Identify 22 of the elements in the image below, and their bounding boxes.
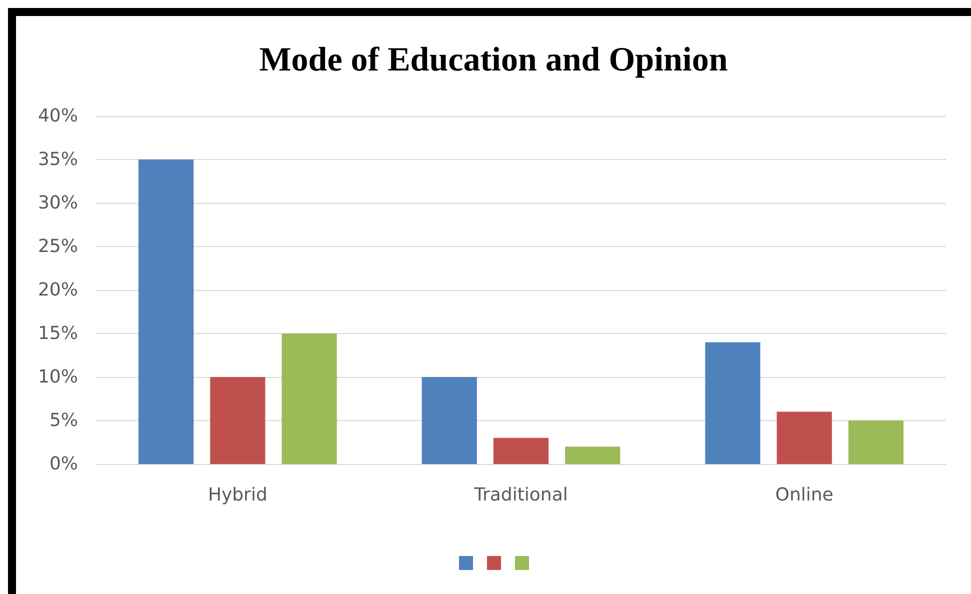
y-tick-label: 20% bbox=[38, 280, 78, 300]
bar bbox=[282, 334, 337, 464]
bar bbox=[776, 412, 832, 464]
x-tick-label: Online bbox=[775, 484, 834, 506]
chart-title: Mode of Education and Opinion bbox=[259, 42, 728, 78]
y-tick-label: 30% bbox=[38, 192, 78, 214]
y-tick-label: 0% bbox=[49, 454, 78, 474]
bar bbox=[848, 420, 904, 464]
y-tick-label: 10% bbox=[38, 366, 78, 388]
y-tick-label: 35% bbox=[38, 149, 78, 170]
bar bbox=[422, 377, 477, 464]
bar bbox=[493, 438, 549, 464]
bar bbox=[565, 446, 620, 464]
bar bbox=[705, 342, 760, 464]
y-tick-label: 25% bbox=[38, 236, 78, 257]
bar bbox=[138, 160, 194, 464]
y-tick-label: 40% bbox=[38, 106, 78, 126]
x-tick-label: Hybrid bbox=[208, 484, 268, 506]
x-tick-label: Traditional bbox=[473, 484, 568, 506]
bar bbox=[210, 377, 266, 464]
y-tick-label: 15% bbox=[38, 323, 78, 344]
y-tick-label: 5% bbox=[49, 410, 78, 431]
